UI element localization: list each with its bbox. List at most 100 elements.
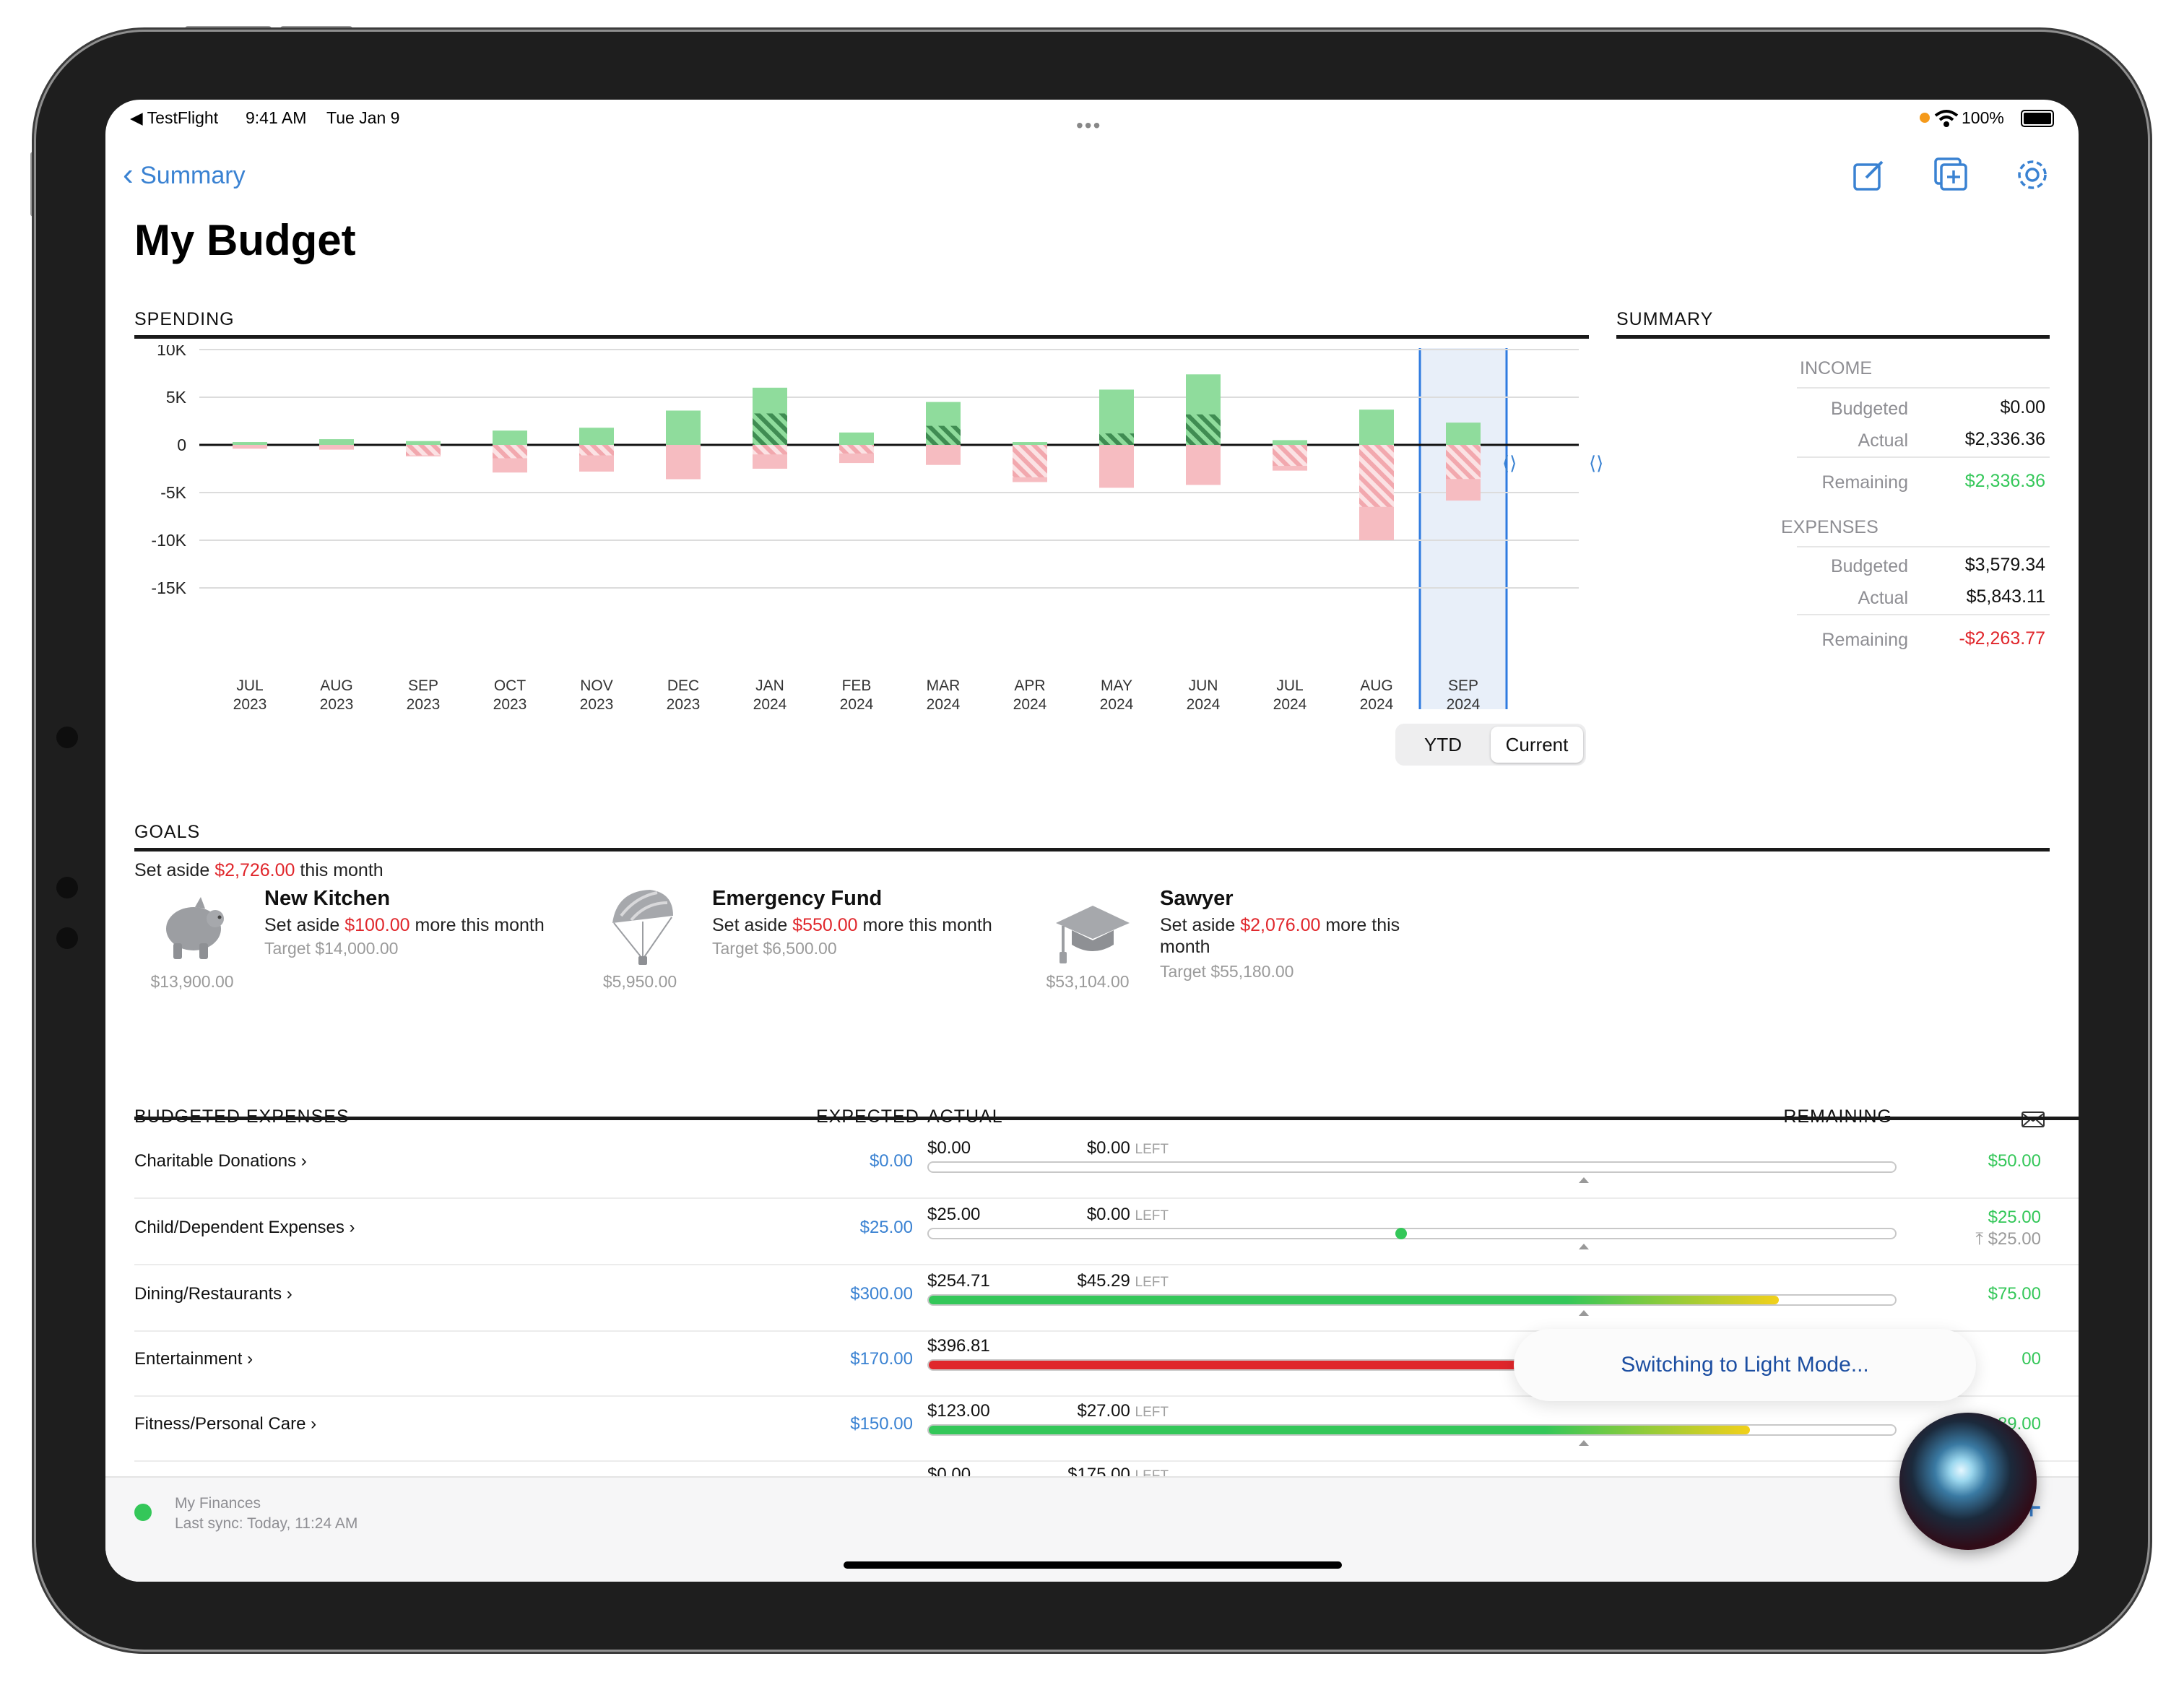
income-bar[interactable] xyxy=(1446,422,1481,445)
expense-remaining: $50.00 xyxy=(1988,1151,2041,1171)
expense-left: $0.00 LEFT xyxy=(952,1138,1169,1158)
left-suffix: LEFT xyxy=(1135,1405,1169,1420)
siri-orb-icon[interactable] xyxy=(1899,1413,2037,1550)
expense-bar[interactable] xyxy=(233,445,267,449)
gear-icon[interactable] xyxy=(2011,153,2054,196)
expense-hatched-bar[interactable] xyxy=(1013,445,1047,477)
x-tick-year: 2023 xyxy=(667,696,701,713)
expense-hatched-bar[interactable] xyxy=(1359,445,1394,507)
goal-card-emergency-fund[interactable]: $5,950.00 Emergency Fund Set aside $550.… xyxy=(582,887,1044,1002)
back-button[interactable]: ‹ Summary xyxy=(123,155,246,195)
left-amount: $27.00 xyxy=(1077,1401,1130,1421)
status-date: Tue Jan 9 xyxy=(326,108,400,127)
x-tick-year: 2023 xyxy=(233,696,267,713)
expense-category[interactable]: Child/Dependent Expenses › xyxy=(134,1218,355,1237)
income-bar[interactable] xyxy=(839,432,874,445)
income-bar[interactable] xyxy=(1359,410,1394,445)
x-tick-month: DEC xyxy=(667,677,699,694)
expense-row[interactable]: Dining/Restaurants › $300.00 $254.71 $45.29… xyxy=(105,1268,2079,1332)
income-bar[interactable] xyxy=(1013,442,1047,445)
goal-saved: $13,900.00 xyxy=(150,972,234,991)
income-hatched-bar[interactable] xyxy=(926,425,961,445)
expense-category[interactable]: Fitness/Personal Care › xyxy=(134,1414,317,1434)
goal-set-aside: Set aside $100.00 more this month xyxy=(264,915,545,935)
expense-row[interactable]: Child/Dependent Expenses › $25.00 $25.00 $0… xyxy=(105,1202,2079,1265)
sync-status-dot xyxy=(134,1504,152,1521)
expense-hatched-bar[interactable] xyxy=(493,445,527,459)
summary-section-label: SUMMARY xyxy=(1616,309,1714,329)
goal-card-sawyer[interactable]: $53,104.00 Sawyer Set aside $2,076.00 mo… xyxy=(1030,887,1550,1002)
x-tick-month: AUG xyxy=(1360,677,1393,694)
selection-handle-right[interactable]: ⟨⟩ xyxy=(1589,452,1604,474)
y-tick-label: -15K xyxy=(151,578,186,597)
income-bar[interactable] xyxy=(666,410,701,445)
expense-actual: $123.00 xyxy=(927,1401,990,1421)
expense-expected: $0.00 xyxy=(869,1151,913,1171)
income-bar[interactable] xyxy=(493,430,527,445)
expenses-divider xyxy=(134,1117,2079,1120)
income-hatched-bar[interactable] xyxy=(1186,414,1221,445)
goal-target: Target $6,500.00 xyxy=(712,939,837,958)
expenses-remaining-label: Remaining xyxy=(1821,630,1908,650)
income-bar[interactable] xyxy=(233,442,267,445)
x-tick-month: SEP xyxy=(1448,677,1478,694)
x-tick-month: NOV xyxy=(580,677,613,694)
y-tick-label: 10K xyxy=(157,345,187,359)
expense-bar[interactable] xyxy=(666,445,701,480)
ytd-option[interactable]: YTD xyxy=(1424,734,1462,755)
expense-category[interactable]: Entertainment › xyxy=(134,1349,254,1369)
top-button xyxy=(280,26,352,33)
selection-handle-left[interactable]: ⟨⟩ xyxy=(1502,452,1517,474)
expense-row[interactable]: Charitable Donations › $0.00 $0.00 $0.00 LE… xyxy=(105,1135,2079,1199)
summary-divider xyxy=(1616,335,2050,339)
income-bar[interactable] xyxy=(1273,440,1307,445)
selection-band[interactable] xyxy=(1420,348,1507,709)
expense-actual: $25.00 xyxy=(927,1205,981,1224)
income-hatched-bar[interactable] xyxy=(1099,433,1134,445)
row-divider xyxy=(134,1330,2079,1332)
expense-hatched-bar[interactable] xyxy=(753,445,787,455)
home-indicator[interactable] xyxy=(844,1561,1342,1569)
x-tick-year: 2024 xyxy=(1187,696,1221,713)
x-tick-year: 2023 xyxy=(493,696,527,713)
expense-progress-track xyxy=(927,1228,1897,1239)
income-bar[interactable] xyxy=(579,428,614,445)
income-bar[interactable] xyxy=(406,441,441,445)
expense-category[interactable]: Dining/Restaurants › xyxy=(134,1284,292,1304)
x-tick-month: JUN xyxy=(1189,677,1218,694)
expense-bar[interactable] xyxy=(926,445,961,465)
expenses-budgeted-label: Budgeted xyxy=(1830,556,1908,576)
row-divider xyxy=(134,1460,2079,1462)
camera xyxy=(56,877,78,898)
goal-card-new-kitchen[interactable]: $13,900.00 New Kitchen Set aside $100.00… xyxy=(134,887,597,1002)
expense-category[interactable]: Charitable Donations › xyxy=(134,1151,307,1171)
income-bar[interactable] xyxy=(319,439,354,445)
expense-hatched-bar[interactable] xyxy=(406,445,441,456)
expense-bar[interactable] xyxy=(319,445,354,450)
expense-progress-fill xyxy=(929,1296,1780,1304)
current-option[interactable]: Current xyxy=(1491,727,1583,763)
expense-progress-track xyxy=(927,1161,1897,1173)
left-amount: $0.00 xyxy=(1086,1205,1130,1224)
income-actual-label: Actual xyxy=(1858,430,1908,451)
expense-expected: $300.00 xyxy=(850,1284,913,1304)
add-copy-icon[interactable] xyxy=(1928,153,1972,196)
expense-hatched-bar[interactable] xyxy=(579,445,614,456)
income-hatched-bar[interactable] xyxy=(753,413,787,445)
expense-row[interactable]: Fitness/Personal Care › $150.00 $123.00 $27… xyxy=(105,1398,2079,1462)
status-back-app[interactable]: ◀ TestFlight xyxy=(130,108,219,127)
expense-hatched-bar[interactable] xyxy=(1446,445,1481,480)
edit-icon[interactable] xyxy=(1847,153,1891,196)
goal-target: Target $14,000.00 xyxy=(264,939,399,958)
x-tick-year: 2024 xyxy=(1273,696,1307,713)
expense-hatched-bar[interactable] xyxy=(1273,445,1307,467)
goal-saved: $53,104.00 xyxy=(1046,972,1130,991)
expense-bar[interactable] xyxy=(1186,445,1221,485)
ytd-current-toggle[interactable]: YTD Current xyxy=(1395,724,1586,766)
expense-bar[interactable] xyxy=(1099,445,1134,488)
spending-chart[interactable]: 10K 5K 0 -5K -10K -15K JUL 2023 AUG 2023 SEP 2023 OC… xyxy=(134,345,1603,721)
expense-expected: $150.00 xyxy=(850,1414,913,1434)
x-tick-year: 2024 xyxy=(1447,696,1481,713)
multitask-dots-icon[interactable]: ••• xyxy=(1076,114,1102,136)
expense-hatched-bar[interactable] xyxy=(839,445,874,454)
